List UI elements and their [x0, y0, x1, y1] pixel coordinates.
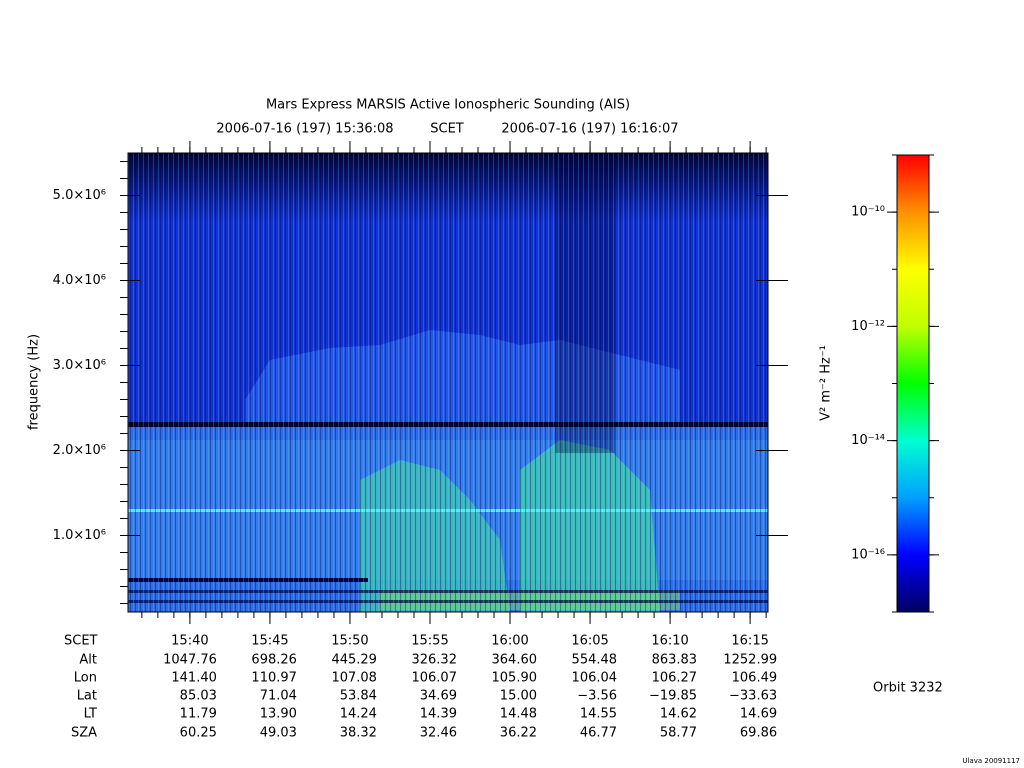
x-tick-label: 15:45: [251, 634, 288, 649]
ephemeris-value: 14.39: [420, 707, 457, 722]
ephemeris-name: Lon: [74, 671, 97, 686]
y-tick-label: 3.0×10⁶: [53, 358, 106, 373]
credit: Ulava 20091117: [962, 757, 1020, 765]
ephemeris-value: 13.90: [260, 707, 297, 722]
x-tick-label: 16:05: [571, 634, 608, 649]
ephemeris-value: 698.26: [251, 653, 297, 668]
ephemeris-value: 106.04: [572, 671, 618, 686]
end-time: 2006-07-16 (197) 16:16:07: [501, 122, 678, 137]
colorbar-tick-label: 10⁻¹⁶: [851, 547, 885, 562]
ephemeris-value: 14.55: [580, 707, 617, 722]
ephemeris-value: 110.97: [251, 671, 297, 686]
ephemeris-value: 364.60: [492, 653, 538, 668]
ephemeris-value: 106.49: [732, 671, 778, 686]
ephemeris-value: −19.85: [649, 689, 697, 704]
ephemeris-value: 36.22: [500, 726, 537, 741]
ephemeris-value: 106.27: [652, 671, 698, 686]
y-axis-label: frequency (Hz): [27, 334, 42, 430]
start-time: 2006-07-16 (197) 15:36:08: [216, 122, 393, 137]
chart-title: Mars Express MARSIS Active Ionospheric S…: [266, 98, 630, 113]
ephemeris-value: 1047.76: [163, 653, 217, 668]
ephemeris-value: 38.32: [340, 726, 377, 741]
colorbar-tick-label: 10⁻¹⁴: [851, 433, 885, 448]
x-axis-label: SCET: [64, 634, 98, 649]
time-system: SCET: [430, 122, 464, 137]
ephemeris-value: 15.00: [500, 689, 537, 704]
ephemeris-value: 141.40: [171, 671, 217, 686]
ephemeris-value: 105.90: [492, 671, 538, 686]
colorbar-tick-label: 10⁻¹²: [851, 319, 885, 334]
colorbar: [896, 154, 930, 613]
x-tick-label: 15:50: [331, 634, 368, 649]
colorbar-label: V² m⁻² Hz⁻¹: [819, 345, 834, 421]
x-tick-label: 16:15: [731, 634, 768, 649]
ephemeris-value: 326.32: [411, 653, 457, 668]
x-tick-label: 15:40: [171, 634, 208, 649]
ephemeris-value: 58.77: [660, 726, 697, 741]
ephemeris-value: 14.48: [500, 707, 537, 722]
x-tick-label: 16:10: [651, 634, 688, 649]
colorbar-tick-label: 10⁻¹⁰: [851, 205, 885, 220]
ephemeris-value: 53.84: [340, 689, 377, 704]
ephemeris-value: 106.07: [411, 671, 457, 686]
ephemeris-name: Alt: [79, 653, 97, 668]
ephemeris-value: 14.24: [340, 707, 377, 722]
ephemeris-value: 554.48: [572, 653, 618, 668]
orbit-label: Orbit 3232: [873, 681, 943, 696]
ephemeris-value: −3.56: [577, 689, 617, 704]
ephemeris-value: 11.79: [180, 707, 217, 722]
y-tick-label: 2.0×10⁶: [53, 443, 106, 458]
ephemeris-value: 69.86: [740, 726, 777, 741]
ephemeris-value: 107.08: [331, 671, 377, 686]
x-tick-label: 15:55: [411, 634, 448, 649]
ephemeris-value: 49.03: [260, 726, 297, 741]
ephemeris-value: 85.03: [180, 689, 217, 704]
ephemeris-value: 46.77: [580, 726, 617, 741]
ephemeris-name: LT: [84, 707, 97, 722]
ephemeris-value: 34.69: [420, 689, 457, 704]
ephemeris-value: 14.69: [740, 707, 777, 722]
ephemeris-value: 14.62: [660, 707, 697, 722]
y-tick-label: 4.0×10⁶: [53, 273, 106, 288]
ephemeris-value: 71.04: [260, 689, 297, 704]
ephemeris-value: 445.29: [331, 653, 377, 668]
ephemeris-name: SZA: [71, 726, 97, 741]
ephemeris-value: 863.83: [652, 653, 698, 668]
ephemeris-value: 1252.99: [723, 653, 777, 668]
ephemeris-name: Lat: [77, 689, 97, 704]
spectrogram-image: [128, 153, 768, 612]
ephemeris-value: −33.63: [729, 689, 777, 704]
ephemeris-value: 32.46: [420, 726, 457, 741]
ephemeris-value: 60.25: [180, 726, 217, 741]
x-tick-label: 16:00: [491, 634, 528, 649]
y-tick-label: 1.0×10⁶: [53, 528, 106, 543]
y-tick-label: 5.0×10⁶: [53, 188, 106, 203]
